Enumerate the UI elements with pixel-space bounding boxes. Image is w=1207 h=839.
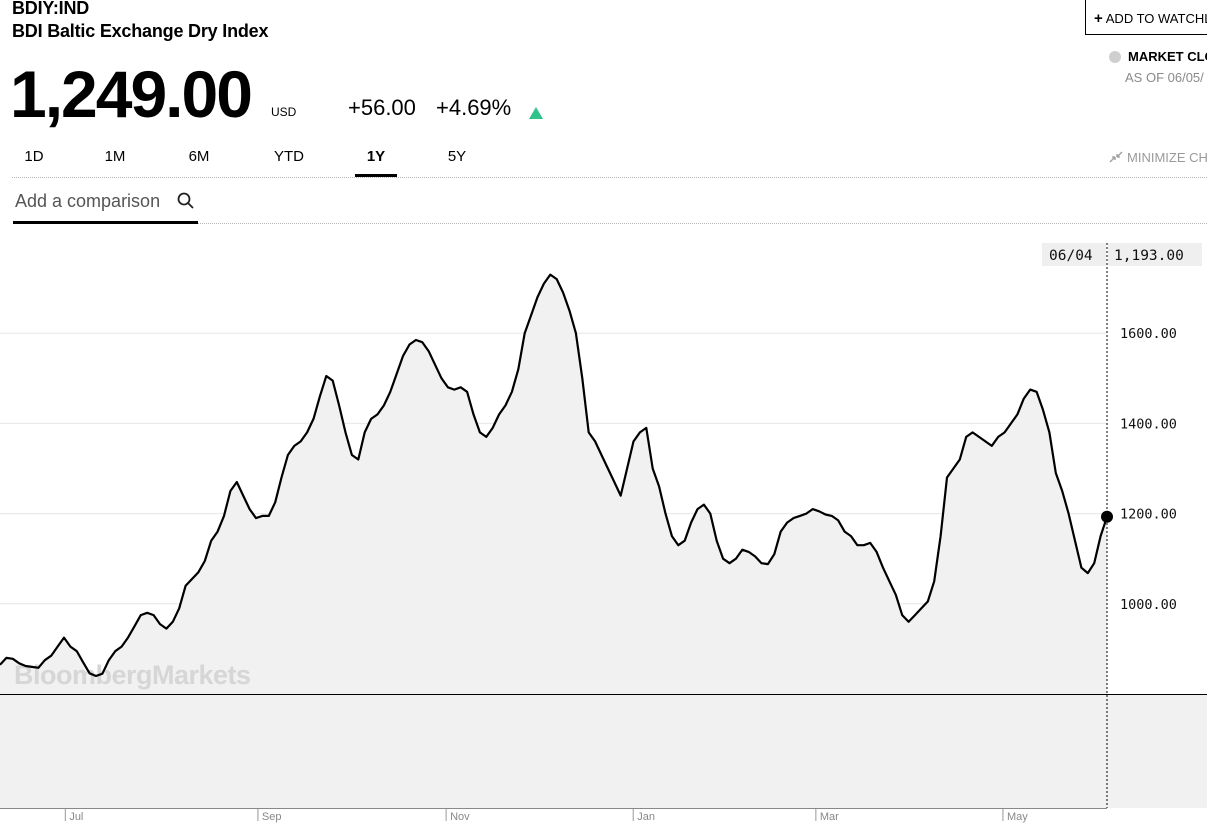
minimize-label: MINIMIZE CH [1127,150,1207,165]
add-to-watchlist-label: ADD TO WATCHL [1105,11,1207,26]
y-tick-label: 1200.00 [1120,507,1177,523]
tab-1y[interactable]: 1Y [366,148,386,165]
x-tick-label: Sep [262,811,282,823]
tab-1m[interactable]: 1M [104,148,126,165]
active-tab-indicator [355,174,397,177]
price-area-fill [0,274,1107,694]
crosshair-value: 1,193.00 [1114,248,1184,264]
y-tick-label: 1600.00 [1120,326,1177,342]
y-tick-label: 1000.00 [1120,597,1177,613]
comparison-divider [198,223,1207,224]
comparison-input[interactable]: Add a comparison [15,191,161,211]
up-arrow-icon [529,107,543,119]
tab-6m[interactable]: 6M [188,148,210,165]
plus-icon: + [1094,10,1103,27]
y-tick-label: 1400.00 [1120,416,1177,432]
as-of-timestamp: AS OF 06/05/ [1125,70,1204,85]
price-change: +56.00 [348,95,416,120]
x-tick-label: Jul [69,811,83,823]
x-tick-label: Nov [450,811,470,823]
tab-5y[interactable]: 5Y [447,148,467,165]
market-status-dot-icon [1109,51,1121,63]
security-name: BDI Baltic Exchange Dry Index [12,21,269,41]
minimize-icon [1109,151,1123,163]
search-icon[interactable] [176,191,196,211]
x-tick-label: Jan [637,811,655,823]
currency-label: USD [271,105,297,119]
market-status: MARKET CLO [1128,49,1207,64]
crosshair-value-box [1108,243,1202,266]
tabs-divider [12,177,1207,178]
comparison-underline [13,221,198,224]
x-tick-label: May [1007,811,1028,823]
crosshair-date: 06/04 [1049,248,1093,264]
x-axis-labels: Jul Sep Nov Jan Mar May [64,809,1028,823]
crosshair-date-box [1042,243,1106,266]
minimize-chart-button[interactable]: MINIMIZE CH [1109,150,1207,165]
x-tick-label: Mar [820,811,839,823]
tab-1d[interactable]: 1D [24,148,44,165]
current-point-marker [1101,510,1113,523]
price-line [0,273,1109,678]
tab-ytd[interactable]: YTD [274,148,304,165]
bloomberg-watermark: BloombergMarkets [14,660,251,690]
ticker-symbol: BDIY:IND [12,0,90,18]
price-change-percent: +4.69% [436,95,512,120]
last-price: 1,249.00 [10,57,253,131]
y-axis-labels: 1000.00 1200.00 1400.00 1600.00 [1120,326,1177,613]
volume-panel [0,694,1207,808]
add-to-watchlist-button[interactable]: + ADD TO WATCHL [1085,0,1207,35]
